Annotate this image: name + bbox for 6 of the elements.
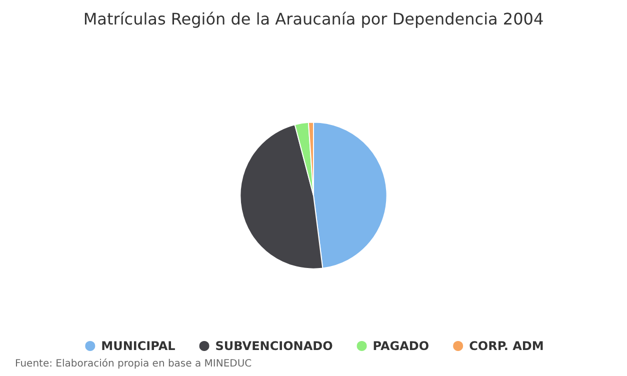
- legend-label: CORP. ADM: [469, 339, 544, 353]
- chart-title: Matrículas Región de la Araucanía por Dependencia 2004: [83, 10, 544, 28]
- legend-label: PAGADO: [372, 339, 430, 353]
- source-note: Fuente: Elaboración propia en base a MINEDUC: [15, 358, 252, 370]
- legend-label: MUNICIPAL: [101, 339, 176, 353]
- legend-label: SUBVENCIONADO: [215, 339, 333, 353]
